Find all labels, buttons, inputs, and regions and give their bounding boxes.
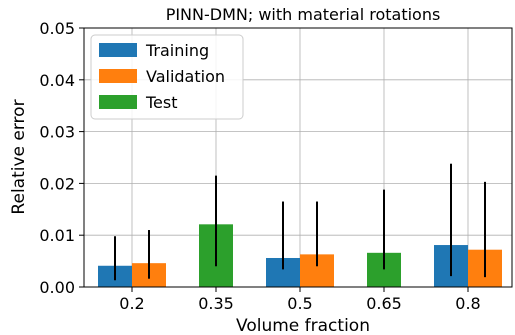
legend-label: Validation xyxy=(146,67,225,86)
plot-frame xyxy=(83,27,513,288)
x-axis-label: Volume fraction xyxy=(236,316,370,335)
legend-swatch xyxy=(99,43,137,57)
x-tick-label: 0.35 xyxy=(198,294,234,313)
y-tick-label: 0.02 xyxy=(39,174,75,193)
y-tick-label: 0.00 xyxy=(39,278,75,297)
x-tick-label: 0.8 xyxy=(455,294,480,313)
legend-label: Training xyxy=(145,41,209,60)
x-axis-ticks: 0.2 0.35 0.5 0.65 0.8 xyxy=(119,287,481,313)
x-tick-label: 0.2 xyxy=(119,294,144,313)
y-axis-label: Relative error xyxy=(9,99,29,214)
legend-swatch xyxy=(99,69,137,83)
legend-label: Test xyxy=(145,93,178,112)
y-tick-label: 0.01 xyxy=(39,226,75,245)
chart-title: PINN-DMN; with material rotations xyxy=(166,5,441,24)
error-bars xyxy=(114,163,486,281)
x-tick-label: 0.5 xyxy=(287,294,312,313)
y-axis-ticks: 0.00 0.01 0.02 0.03 0.04 0.05 xyxy=(39,19,84,297)
legend: Training Validation Test xyxy=(90,34,244,120)
x-tick-label: 0.65 xyxy=(366,294,402,313)
y-tick-label: 0.03 xyxy=(39,123,75,142)
y-tick-label: 0.04 xyxy=(39,71,75,90)
legend-swatch xyxy=(99,95,137,109)
y-tick-label: 0.05 xyxy=(39,19,75,38)
